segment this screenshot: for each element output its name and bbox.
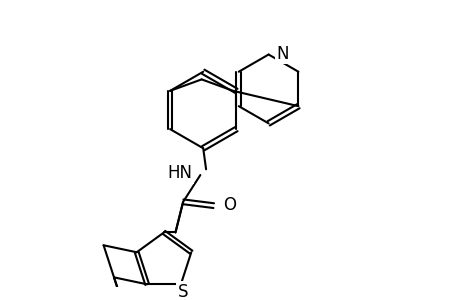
Text: N: N bbox=[276, 45, 288, 63]
Text: O: O bbox=[223, 196, 236, 214]
Text: S: S bbox=[177, 283, 188, 300]
Text: HN: HN bbox=[168, 164, 192, 182]
